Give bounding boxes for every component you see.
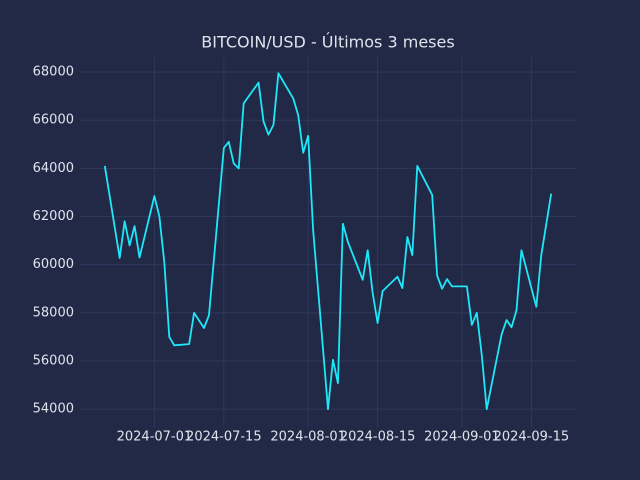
x-tick-label: 2024-07-01 (117, 430, 193, 445)
x-tick-label: 2024-07-15 (186, 430, 262, 445)
y-tick-label: 54000 (33, 402, 74, 417)
y-tick-label: 64000 (33, 161, 74, 176)
chart-title: BITCOIN/USD - Últimos 3 meses (201, 33, 454, 52)
price-line (103, 72, 553, 411)
y-tick-label: 58000 (33, 305, 74, 320)
x-tick-label: 2024-09-15 (494, 430, 570, 445)
y-tick-label: 60000 (33, 257, 74, 272)
x-tick-label: 2024-08-01 (270, 430, 346, 445)
y-tick-label: 56000 (33, 353, 74, 368)
y-tick-label: 62000 (33, 209, 74, 224)
y-tick-label: 68000 (33, 65, 74, 80)
x-tick-label: 2024-08-15 (340, 430, 416, 445)
y-tick-label: 66000 (33, 113, 74, 128)
x-tick-label: 2024-09-01 (424, 430, 500, 445)
